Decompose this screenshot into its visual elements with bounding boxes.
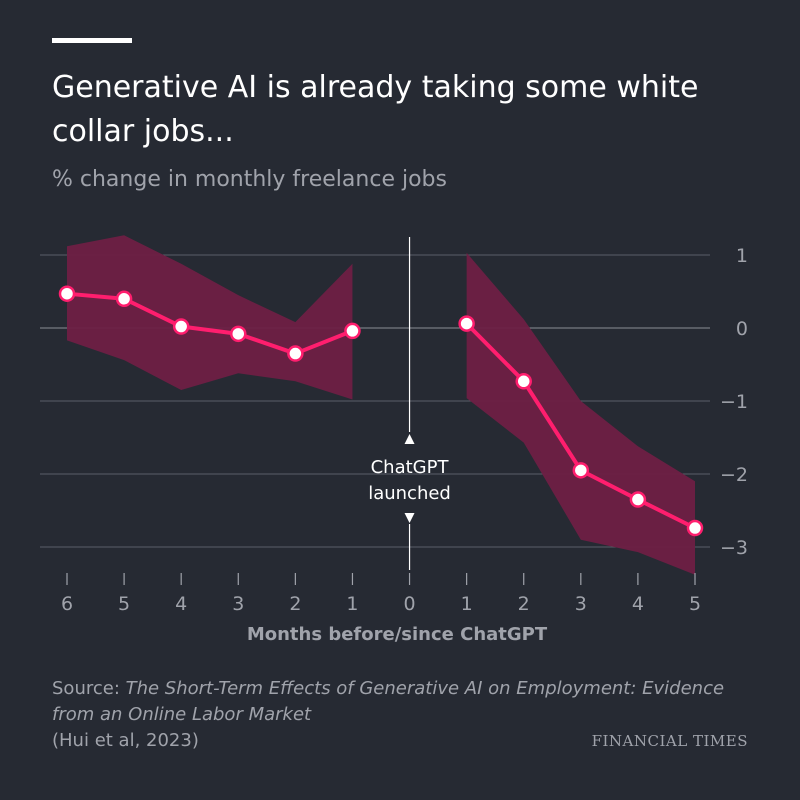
data-point-1-2 [572,462,590,479]
x-tick-label-0: 6 [61,593,73,615]
data-point-0-0 [58,285,76,302]
financial-times-logo: FINANCIAL TIMES [591,732,748,750]
y-tick-label-2: −1 [720,391,748,413]
x-tick-label-11: 5 [689,593,701,615]
data-point-0-4 [287,345,304,362]
line-chart: ChatGPT launched 1 0 −1 −2 −3 6 5 4 3 2 1 0 1 2 3 4 5 Month… [40,235,748,645]
x-tick-label-5: 1 [346,593,358,615]
data-point-1-4 [686,519,704,537]
series-line-0 [66,291,354,356]
x-tick-label-7: 1 [461,593,473,615]
x-tick-label-1: 5 [118,593,130,615]
x-tick-label-9: 3 [575,593,587,615]
x-tick-label-2: 4 [175,593,187,615]
y-tick-label-3: −2 [720,464,748,486]
data-point-0-1 [115,290,133,308]
data-point-0-5 [344,322,361,340]
annotation-line-1: ChatGPT [371,457,450,478]
y-tick-label-0: 1 [736,245,748,267]
confidence-band-0 [67,235,353,400]
source-note: Source: The Short-Term Effects of Genera… [52,676,732,754]
data-point-1-0 [458,315,475,332]
x-tick-label-3: 3 [232,593,244,615]
data-point-0-3 [230,325,247,343]
chart-title: Generative AI is already taking some whi… [52,70,699,149]
launch-arrow-down [404,513,415,523]
title-accent-bar [52,38,132,43]
confidence-band-1 [466,252,695,575]
chart-subtitle: % change in monthly freelance jobs [52,167,447,192]
data-point-1-3 [629,491,647,508]
x-axis-title: Months before/since ChatGPT [247,624,548,645]
annotation-line-2: launched [368,483,451,504]
source-title: The Short-Term Effects of Generative AI … [52,678,725,725]
launch-arrow-up [404,434,415,444]
y-tick-label-1: 0 [736,318,748,340]
x-tick-label-4: 2 [289,593,301,615]
x-tick-label-10: 4 [632,593,644,615]
source-citation: (Hui et al, 2023) [52,730,199,751]
x-tick-label-8: 2 [518,593,530,615]
data-point-1-1 [515,373,532,390]
source-prefix: Source: [52,678,126,699]
y-tick-label-4: −3 [720,537,748,559]
data-point-0-2 [172,318,190,335]
x-tick-label-6: 0 [403,593,415,615]
